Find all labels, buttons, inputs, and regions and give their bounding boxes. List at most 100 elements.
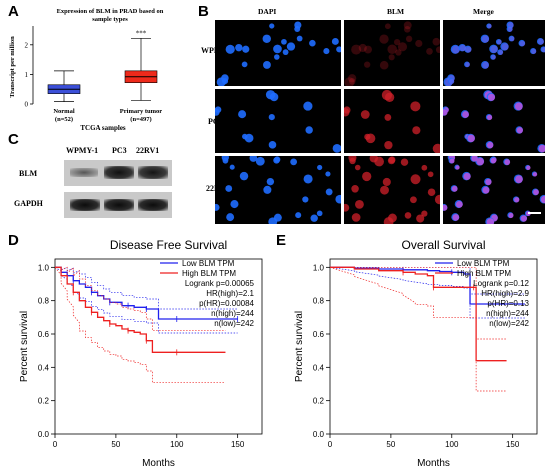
cell-nucleus [310, 214, 318, 222]
wb-band-label-blm: BLM [19, 169, 38, 178]
if-micrograph [443, 20, 545, 86]
cell-blm-signal [485, 178, 492, 186]
cell-blm-signal [476, 157, 485, 166]
cell-nucleus [325, 171, 331, 177]
if-micrograph [215, 89, 341, 153]
chart-a-xtick-label: Normal [53, 108, 74, 115]
wb-band-gapdh-2 [104, 199, 134, 211]
cell-nucleus [448, 78, 455, 85]
cell-nucleus [470, 156, 478, 162]
cell-nucleus [485, 141, 494, 149]
chart-e-ytick-label: 0.0 [313, 430, 325, 439]
wb-lane-label-2: PC3 [112, 146, 127, 155]
cell-blm-signal [482, 61, 489, 69]
wb-band-gapdh-3 [138, 199, 168, 211]
cell-blm-signal [496, 39, 502, 45]
chart-e-ci-lower [329, 266, 507, 392]
cell-blm-signal [421, 210, 428, 217]
cell-blm-signal [388, 156, 396, 164]
cell-nucleus [221, 74, 229, 82]
cell-blm-signal [452, 45, 460, 54]
cell-blm-signal [432, 37, 440, 46]
chart-d-xtick-label: 150 [231, 440, 245, 449]
if-micrograph-image [215, 90, 341, 153]
cell-blm-signal [491, 214, 498, 222]
chart-e-plot-frame [329, 258, 538, 435]
cell-nucleus [302, 196, 309, 203]
chart-d-ci-upper [55, 266, 226, 332]
cell-nucleus [462, 171, 471, 181]
cell-nucleus [244, 133, 254, 143]
if-micrograph-image [344, 21, 440, 86]
chart-e-stat-text: HR(high)=2.9 [481, 289, 529, 298]
cell-nucleus [282, 49, 289, 56]
wb-membrane-blm [64, 160, 172, 186]
cell-blm-signal [491, 54, 496, 60]
cell-blm-signal [400, 158, 409, 166]
chart-d-xlabel: Months [142, 458, 175, 469]
if-micrograph-image [443, 21, 545, 86]
chart-e-stat-text: n(low)=242 [489, 319, 529, 328]
panel-label-c: C [8, 131, 19, 148]
cell-blm-signal [351, 213, 361, 222]
cell-blm-signal [397, 42, 408, 52]
chart-d-xtick-label: 100 [170, 440, 184, 449]
cell-blm-signal [491, 157, 497, 163]
cell-nucleus [269, 23, 275, 29]
cell-nucleus [530, 48, 537, 55]
cell-nucleus [238, 110, 247, 119]
cell-nucleus [536, 37, 544, 45]
cell-nucleus [490, 156, 497, 163]
cell-blm-signal [519, 40, 526, 47]
cell-nucleus [235, 43, 243, 52]
chart-d-stat-text: n(low)=242 [214, 319, 254, 328]
cell-nucleus [483, 90, 493, 100]
cell-nucleus [486, 23, 492, 29]
chart-e-ci-upper [330, 266, 507, 340]
cell-blm-signal [486, 114, 493, 121]
if-column-title: DAPI [258, 7, 277, 16]
cell-blm-signal [421, 164, 428, 171]
cell-blm-signal [369, 156, 378, 163]
chart-e-xlabel: Months [417, 458, 450, 469]
chart-d-ytick-label: 0.6 [38, 330, 50, 339]
chart-d-plot-frame [54, 258, 263, 435]
cell-nucleus [539, 194, 545, 204]
if-micrograph [344, 20, 440, 86]
cell-nucleus [215, 203, 220, 211]
cell-nucleus [294, 21, 302, 29]
panel-label-a: A [8, 3, 19, 20]
cell-blm-signal [459, 44, 467, 52]
cell-nucleus [537, 143, 545, 153]
wb-band-gapdh-1 [70, 199, 100, 211]
cell-blm-signal [405, 35, 413, 43]
cell-nucleus [451, 213, 460, 222]
panel-label-e: E [276, 232, 287, 249]
chart-d-ytick-label: 0.0 [38, 430, 50, 439]
cell-blm-signal [533, 189, 539, 196]
cell-blm-signal [487, 93, 496, 101]
cell-nucleus [447, 74, 455, 82]
cell-blm-signal [379, 34, 389, 44]
cell-nucleus [274, 156, 281, 163]
if-row-label: 22RV1 [206, 184, 230, 193]
cell-nucleus [508, 35, 515, 42]
scale-bar [528, 212, 541, 214]
cell-nucleus [325, 188, 333, 196]
cell-blm-signal [525, 211, 531, 217]
cell-nucleus [490, 54, 496, 60]
cell-blm-signal [344, 203, 350, 212]
cell-blm-signal [365, 133, 376, 144]
cell-blm-signal [455, 165, 460, 170]
cell-blm-signal [380, 185, 389, 195]
cell-nucleus [464, 133, 470, 140]
cell-nucleus [221, 156, 229, 162]
cell-blm-signal [486, 218, 495, 224]
cell-nucleus [450, 44, 460, 54]
cell-nucleus [525, 164, 531, 171]
cell-blm-signal [362, 171, 372, 182]
chart-e-xtick-label: 0 [328, 440, 333, 449]
cell-nucleus [466, 133, 475, 143]
cell-blm-signal [541, 47, 545, 53]
cell-blm-signal [451, 185, 458, 192]
